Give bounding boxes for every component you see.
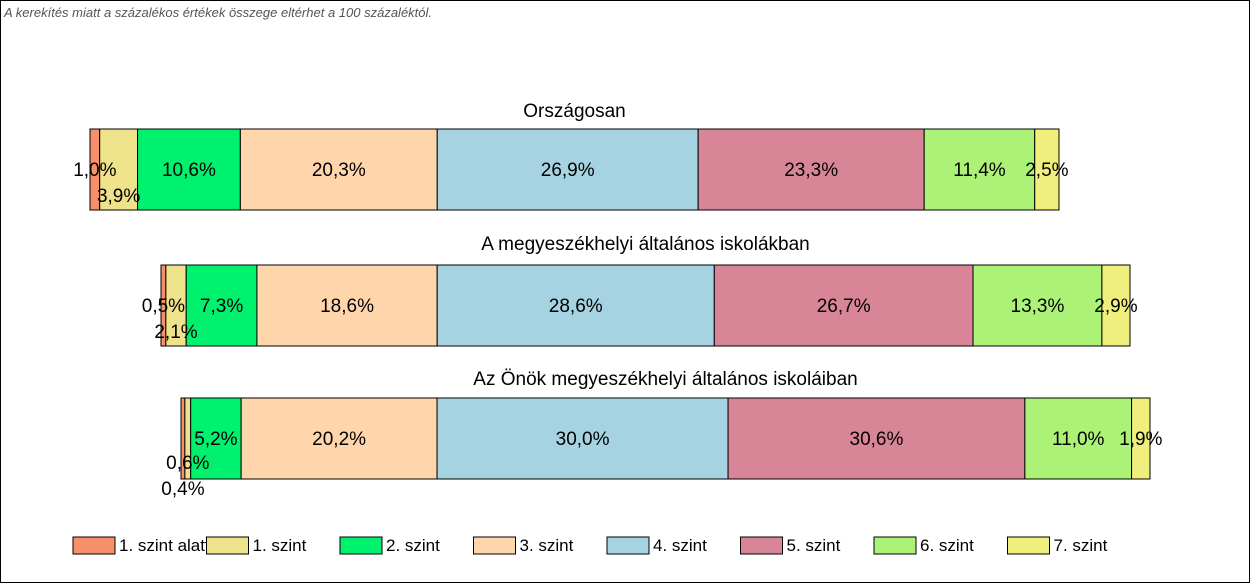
data-label: 2,1% (154, 322, 197, 343)
data-label: 7,3% (200, 296, 243, 317)
data-label: 18,6% (320, 296, 374, 317)
data-label: 1,9% (1119, 429, 1162, 450)
bar-segment (697, 128, 925, 211)
legend-label: 1. szint (253, 536, 307, 555)
bar-segment (185, 264, 258, 347)
data-label: 11,4% (953, 160, 1006, 181)
bar-segment (436, 264, 715, 347)
legend-swatch (473, 536, 516, 555)
bar-segment (190, 397, 242, 480)
bar-segment (1034, 128, 1060, 211)
legend-label: 5. szint (787, 536, 841, 555)
data-label: 2,9% (1094, 296, 1137, 317)
data-label: 23,3% (784, 160, 838, 181)
legend-label: 7. szint (1054, 536, 1108, 555)
legend-label: 4. szint (653, 536, 707, 555)
bar-segment (972, 264, 1103, 347)
legend-swatch (1007, 536, 1050, 555)
bar-segment (1131, 397, 1151, 480)
data-label: 13,3% (1011, 296, 1065, 317)
data-label: 30,6% (850, 429, 904, 450)
bar-segment (1024, 397, 1133, 480)
legend-swatch (873, 536, 917, 555)
bar-segment (137, 128, 241, 211)
bar-segment (923, 128, 1036, 211)
bar-title: Országosan (523, 101, 625, 122)
bar-segment (436, 397, 729, 480)
data-label: 1,0% (73, 160, 116, 181)
legend-label: 3. szint (520, 536, 574, 555)
data-label: 0,4% (161, 479, 204, 500)
data-label: 26,7% (817, 296, 871, 317)
data-label: 10,6% (162, 160, 216, 181)
data-label: 0,6% (166, 453, 209, 474)
data-label: 20,2% (312, 429, 366, 450)
bar-segment (727, 397, 1026, 480)
data-label: 26,9% (541, 160, 595, 181)
data-label: 0,5% (142, 296, 185, 317)
bar-segment (240, 397, 438, 480)
data-label: 20,3% (312, 160, 366, 181)
bar-segment (436, 128, 699, 211)
data-label: 2,5% (1025, 160, 1068, 181)
data-label: 3,9% (97, 186, 140, 207)
bar-segment (239, 128, 438, 211)
legend-swatch (606, 536, 650, 555)
data-label: 5,2% (194, 429, 237, 450)
legend-label: 2. szint (386, 536, 440, 555)
legend-swatch (206, 536, 249, 555)
bar-segment (1101, 264, 1131, 347)
data-label: 28,6% (549, 296, 603, 317)
legend-swatch (72, 536, 116, 555)
legend-label: 6. szint (920, 536, 974, 555)
bar-title: A megyeszékhelyi általános iskolákban (481, 234, 809, 255)
data-label: 11,0% (1052, 429, 1105, 450)
bar-segment (713, 264, 974, 347)
legend-swatch (740, 536, 783, 555)
legend-swatch (339, 536, 383, 555)
bar-title: Az Önök megyeszékhelyi általános iskolái… (473, 369, 857, 390)
data-label: 30,0% (556, 429, 610, 450)
legend-label: 1. szint alatti (119, 536, 214, 555)
rounding-note: A kerekítés miatt a százalékos értékek ö… (4, 5, 433, 20)
